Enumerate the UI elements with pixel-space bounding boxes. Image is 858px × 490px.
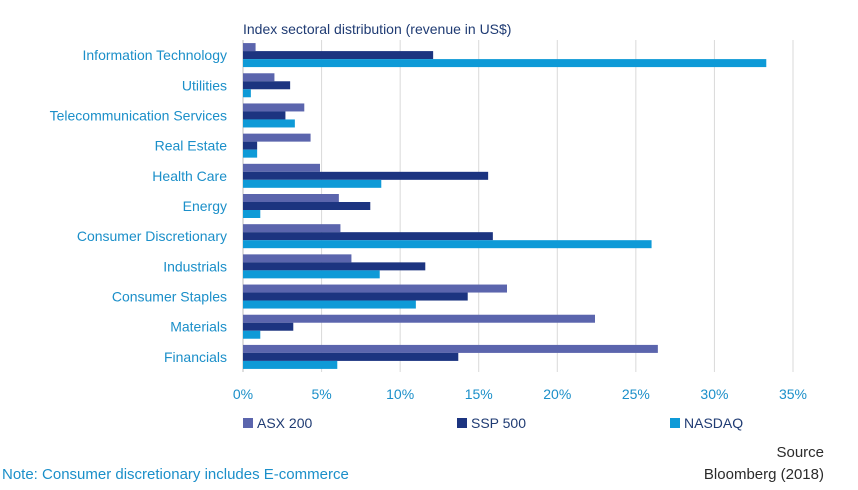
legend-label: NASDAQ [684, 415, 743, 431]
category-label: Consumer Staples [112, 289, 227, 305]
bar [243, 292, 468, 301]
bar [243, 262, 426, 271]
bar [243, 179, 382, 188]
category-label: Information Technology [83, 47, 228, 63]
bar [243, 103, 305, 112]
bar [243, 89, 251, 98]
bar [243, 270, 380, 279]
legend-swatch [457, 418, 467, 428]
legend-swatch [243, 418, 253, 428]
x-tick-label: 10% [386, 386, 414, 402]
bar [243, 81, 291, 90]
bar [243, 344, 658, 353]
bar [243, 202, 371, 210]
category-label: Consumer Discretionary [77, 228, 227, 244]
bar [243, 210, 261, 218]
bar [243, 314, 595, 323]
gridlines [242, 40, 794, 372]
category-label: Industrials [163, 258, 227, 274]
legend-swatch [670, 418, 680, 428]
category-label: Materials [170, 319, 227, 335]
x-tick-labels: 0% 5% 10% 15% 20% 25% 30% 35% [233, 386, 807, 402]
legend-label: SSP 500 [471, 415, 526, 431]
bars [243, 43, 767, 369]
x-tick-label: 0% [233, 386, 253, 402]
bar [243, 119, 295, 128]
bar [243, 284, 507, 293]
x-tick-label: 30% [700, 386, 728, 402]
bar [243, 240, 652, 249]
bar [243, 133, 311, 142]
bar [243, 149, 258, 158]
bar [243, 59, 767, 68]
bar [243, 352, 459, 361]
category-label: Telecommunication Services [50, 107, 227, 123]
bar [243, 73, 275, 82]
bar [243, 171, 489, 180]
bar [243, 360, 338, 369]
category-label: Real Estate [155, 138, 228, 154]
x-tick-label: 15% [465, 386, 493, 402]
x-tick-label: 35% [779, 386, 807, 402]
x-tick-label: 20% [543, 386, 571, 402]
category-label: Energy [183, 198, 227, 214]
bar [243, 224, 341, 233]
category-label: Financials [164, 349, 227, 365]
bar [243, 141, 258, 150]
bar [243, 163, 320, 172]
bar [243, 111, 286, 120]
footnote: Note: Consumer discretionary includes E-… [2, 466, 349, 483]
legend-label: ASX 200 [257, 415, 312, 431]
bar [243, 194, 339, 202]
bar [243, 51, 434, 60]
x-tick-label: 5% [311, 386, 331, 402]
bar [243, 322, 294, 331]
category-label: Health Care [152, 168, 227, 184]
bar [243, 43, 256, 52]
bar [243, 254, 352, 263]
category-labels: Information Technology Utilities Telecommu… [50, 47, 228, 365]
x-tick-label: 25% [622, 386, 650, 402]
category-label: Utilities [182, 77, 227, 93]
source-detail: Bloomberg (2018) [703, 466, 824, 483]
bar-chart: Index sectoral distribution (revenue in … [50, 21, 807, 431]
bar [243, 300, 416, 309]
source-title: Source [776, 444, 824, 461]
bar [243, 232, 493, 241]
legend: ASX 200 SSP 500 NASDAQ [243, 415, 743, 431]
bar [243, 330, 261, 339]
chart-title: Index sectoral distribution (revenue in … [243, 21, 511, 37]
